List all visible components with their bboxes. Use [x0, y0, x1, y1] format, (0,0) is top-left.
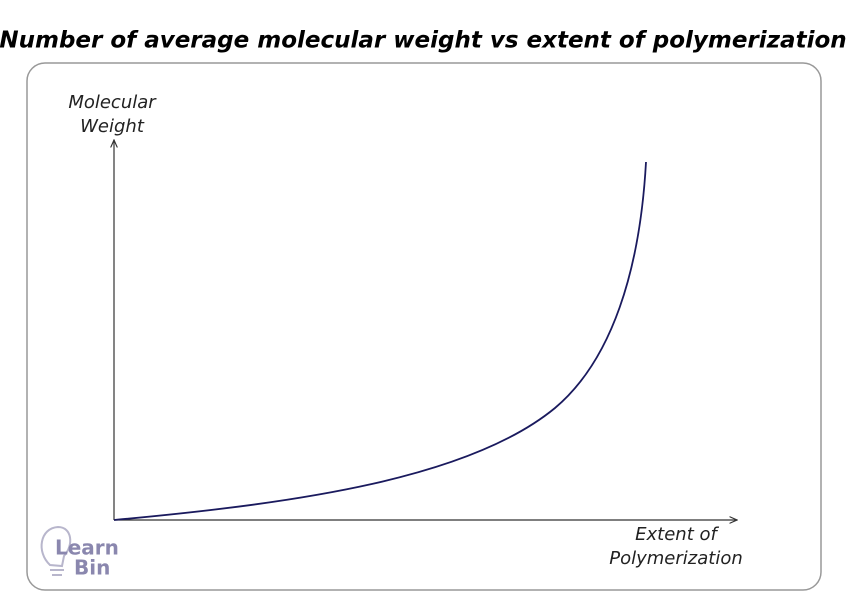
- frame: [26, 62, 822, 591]
- x-axis-label: Polymerization: [609, 548, 743, 569]
- y-axis-label: Weight: [80, 116, 145, 137]
- title: Number of average molecular weight vs ex…: [0, 28, 847, 54]
- logo-text: Learn: [55, 536, 119, 560]
- x-axis-label: Extent of: [635, 524, 719, 545]
- logo: Learn Bin: [40, 525, 119, 580]
- y-axis-label: Molecular: [68, 92, 157, 113]
- logo-bulb: [40, 525, 72, 568]
- curve: [113, 161, 647, 521]
- logo-text: Bin: [74, 556, 110, 580]
